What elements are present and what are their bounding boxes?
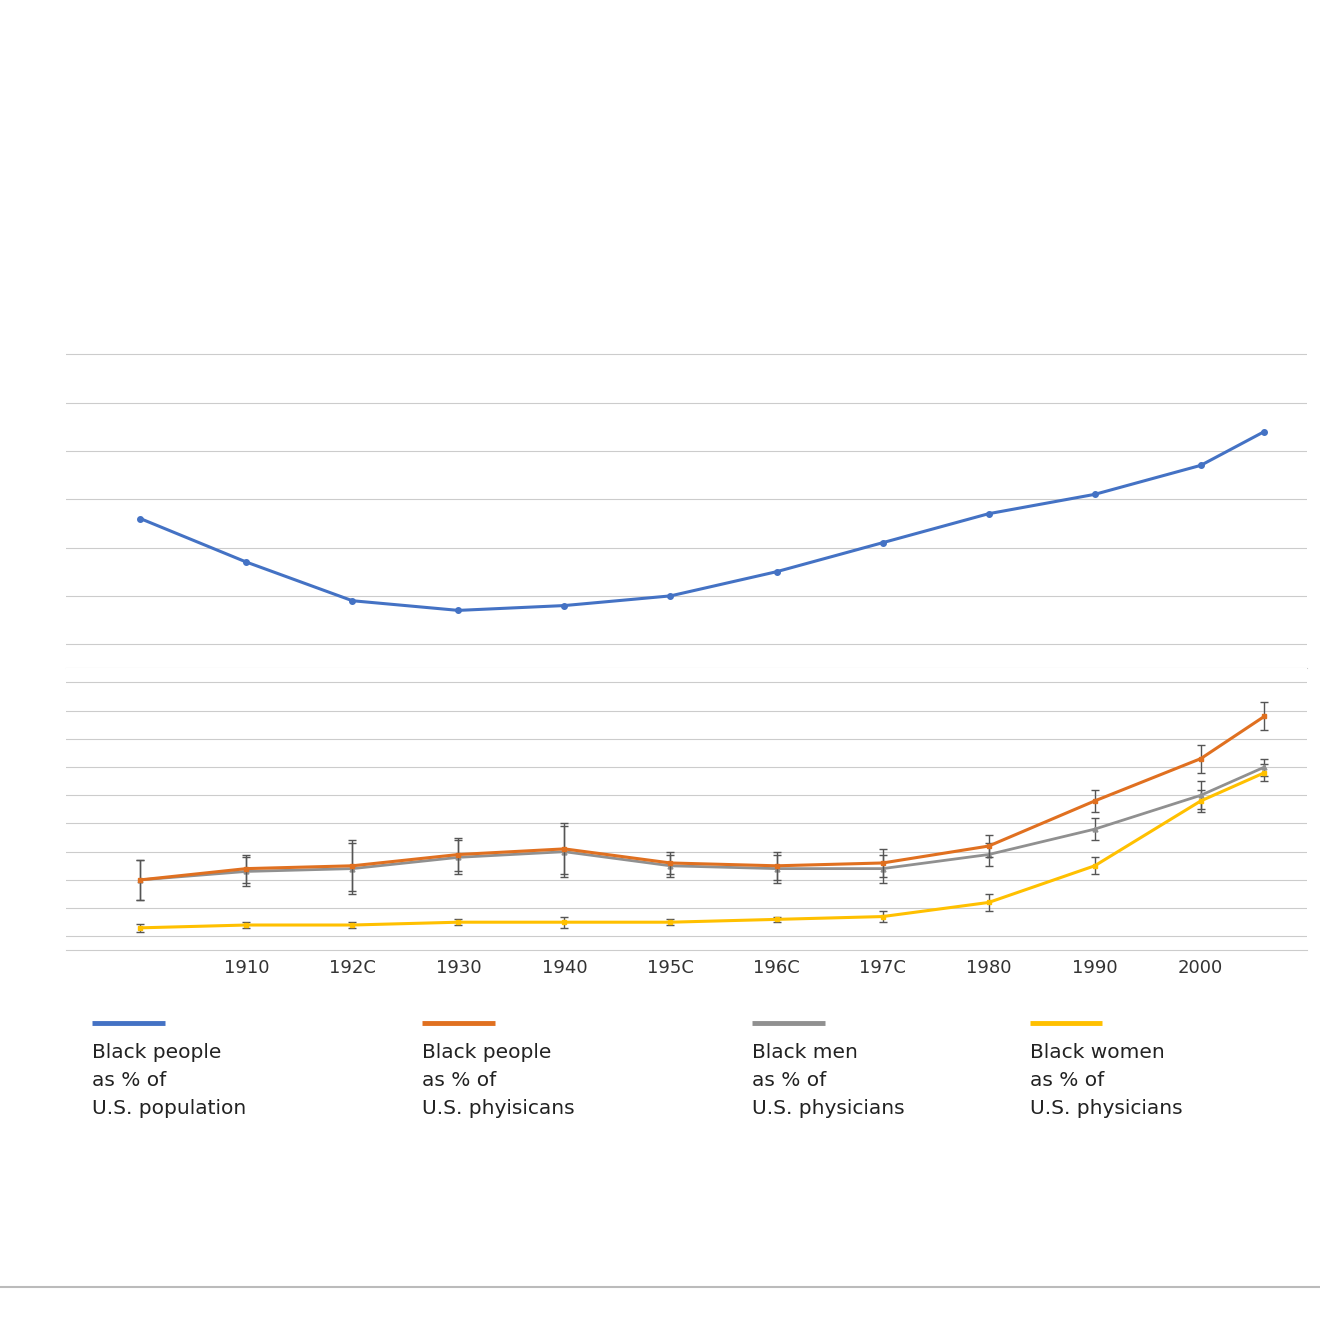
Text: Black women
as % of
U.S. physicians: Black women as % of U.S. physicians xyxy=(1030,1043,1183,1118)
Text: Black people
as % of
U.S. phyisicans: Black people as % of U.S. phyisicans xyxy=(422,1043,576,1118)
Text: Black people
as % of
U.S. population: Black people as % of U.S. population xyxy=(92,1043,247,1118)
Text: Black men
as % of
U.S. physicians: Black men as % of U.S. physicians xyxy=(752,1043,906,1118)
